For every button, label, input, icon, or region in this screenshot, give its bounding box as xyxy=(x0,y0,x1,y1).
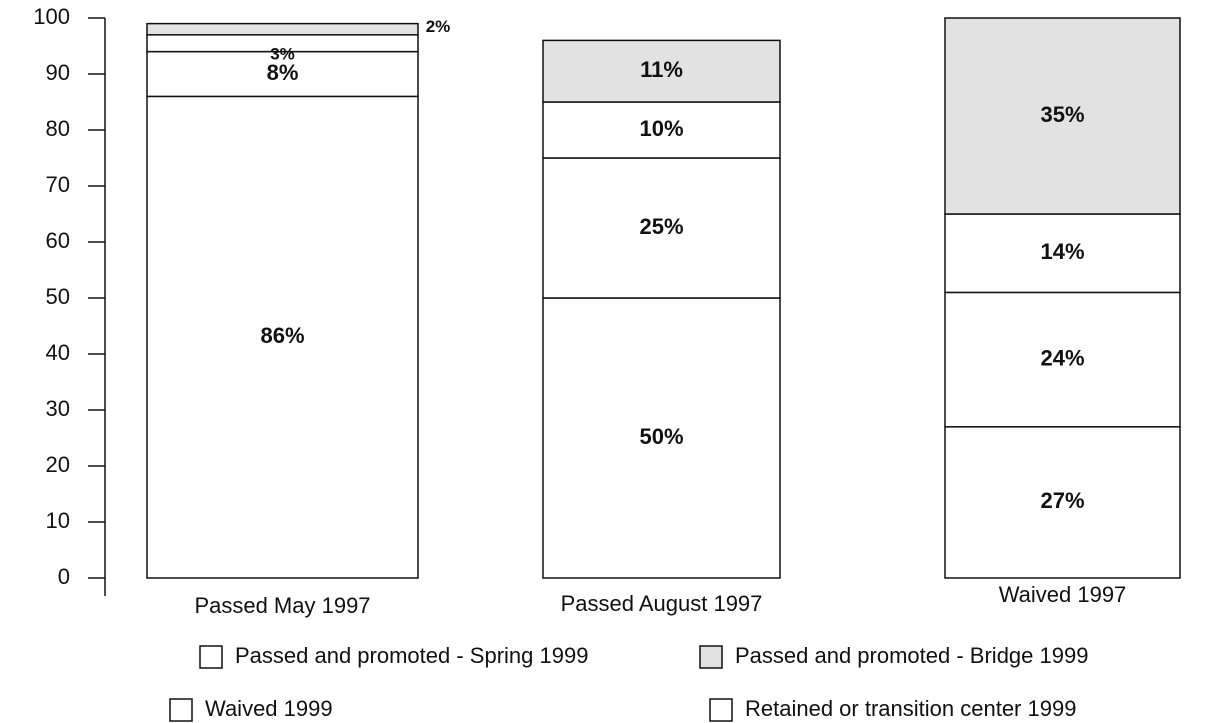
bar-segment xyxy=(146,22,419,36)
data-label: 50% xyxy=(639,424,683,449)
x-tick-label: Passed May 1997 xyxy=(194,593,370,618)
x-tick-label: Passed August 1997 xyxy=(561,591,763,616)
legend-swatch xyxy=(709,698,733,722)
bar-segment xyxy=(146,95,419,579)
data-label: 27% xyxy=(1040,488,1084,513)
y-tick-label: 70 xyxy=(46,172,70,197)
legend-swatch xyxy=(199,645,223,669)
bar-segment xyxy=(944,426,1181,579)
bar-segment xyxy=(542,39,781,103)
bar-segment xyxy=(944,17,1181,215)
legend-swatch xyxy=(699,645,723,669)
legend-label: Passed and promoted - Spring 1999 xyxy=(235,643,588,668)
data-label: 8% xyxy=(267,60,299,85)
data-label: 2% xyxy=(426,17,451,36)
legend-label: Passed and promoted - Bridge 1999 xyxy=(735,643,1088,668)
legend-label: Retained or transition center 1999 xyxy=(745,696,1076,721)
data-label: 25% xyxy=(639,214,683,239)
y-tick-label: 100 xyxy=(33,4,70,29)
data-label: 35% xyxy=(1040,102,1084,127)
bar-segment xyxy=(944,291,1181,428)
legend-swatch xyxy=(169,698,193,722)
y-tick-label: 60 xyxy=(46,228,70,253)
x-tick-label: Waived 1997 xyxy=(999,582,1127,607)
data-label: 14% xyxy=(1040,239,1084,264)
y-tick-label: 10 xyxy=(46,508,70,533)
data-label: 3% xyxy=(270,45,295,64)
legend-label: Waived 1999 xyxy=(205,696,333,721)
bar-segment xyxy=(944,213,1181,294)
bar-segment xyxy=(542,157,781,299)
data-label: 11% xyxy=(640,57,683,82)
y-tick-label: 0 xyxy=(58,564,70,589)
y-tick-label: 40 xyxy=(46,340,70,365)
y-tick-label: 50 xyxy=(46,284,70,309)
y-tick-label: 20 xyxy=(46,452,70,477)
y-tick-label: 90 xyxy=(46,60,70,85)
y-tick-label: 80 xyxy=(46,116,70,141)
y-tick-label: 30 xyxy=(46,396,70,421)
data-label: 10% xyxy=(639,116,683,141)
data-label: 24% xyxy=(1040,345,1084,370)
bar-segment xyxy=(542,101,781,159)
data-label: 86% xyxy=(260,323,304,348)
